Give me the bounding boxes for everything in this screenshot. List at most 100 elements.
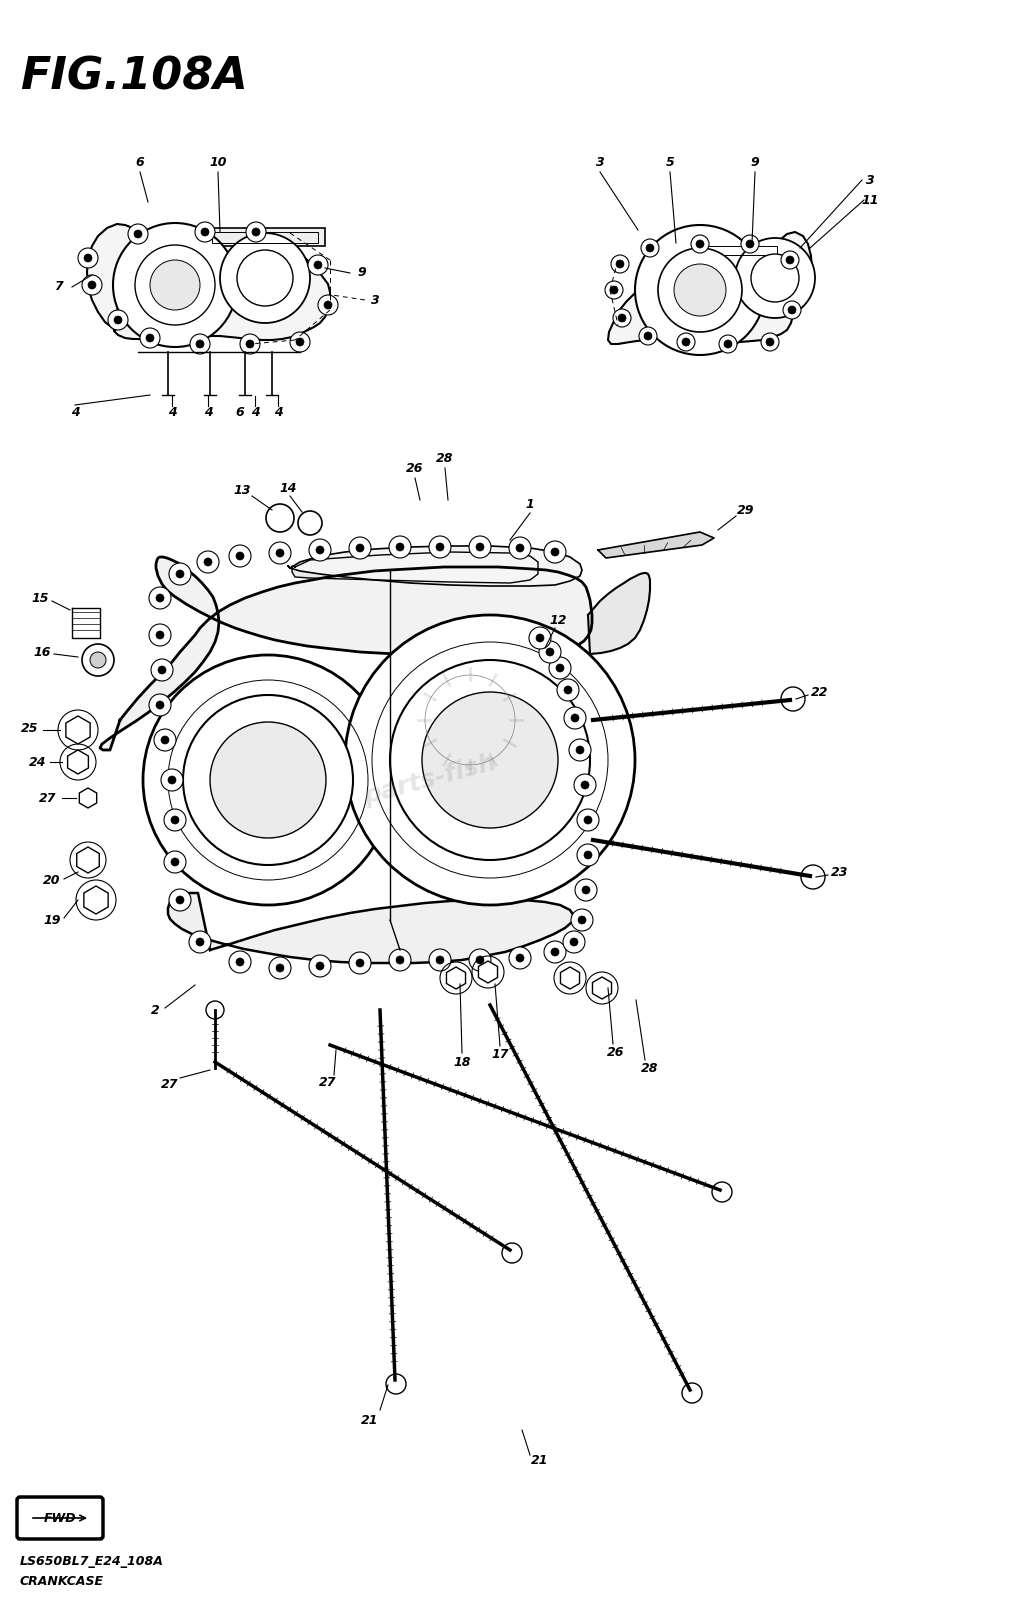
Circle shape: [84, 254, 92, 262]
Bar: [689, 242, 783, 258]
Circle shape: [189, 931, 211, 954]
Circle shape: [724, 341, 732, 349]
Circle shape: [584, 816, 592, 824]
Circle shape: [135, 245, 215, 325]
Text: 1: 1: [525, 499, 534, 512]
Circle shape: [169, 890, 191, 910]
Circle shape: [469, 536, 491, 558]
Circle shape: [635, 226, 765, 355]
Text: FIG.108A: FIG.108A: [20, 54, 247, 98]
Text: 18: 18: [453, 1056, 470, 1069]
Circle shape: [429, 949, 451, 971]
Circle shape: [658, 248, 742, 333]
Circle shape: [551, 547, 559, 557]
Circle shape: [246, 222, 266, 242]
Text: 27: 27: [161, 1078, 178, 1091]
Circle shape: [615, 259, 624, 267]
Text: 3: 3: [595, 157, 604, 170]
Circle shape: [113, 222, 237, 347]
Text: 19: 19: [44, 914, 61, 926]
Circle shape: [429, 536, 451, 558]
Circle shape: [788, 306, 796, 314]
Circle shape: [563, 931, 585, 954]
Text: parts-fish: parts-fish: [361, 750, 499, 810]
Circle shape: [309, 955, 331, 978]
Circle shape: [436, 955, 444, 963]
Circle shape: [88, 282, 96, 290]
Polygon shape: [288, 546, 582, 586]
Polygon shape: [168, 893, 574, 963]
Circle shape: [229, 546, 251, 566]
Circle shape: [577, 845, 599, 866]
Text: 6: 6: [136, 157, 144, 170]
Circle shape: [78, 248, 98, 267]
Text: 13: 13: [233, 483, 250, 496]
Circle shape: [236, 552, 244, 560]
Text: 26: 26: [407, 461, 424, 475]
Text: 6: 6: [235, 406, 244, 419]
Circle shape: [576, 746, 584, 754]
Circle shape: [389, 949, 411, 971]
Circle shape: [140, 328, 160, 349]
Circle shape: [741, 235, 759, 253]
Circle shape: [476, 955, 484, 963]
Text: CRANKCASE: CRANKCASE: [20, 1574, 104, 1587]
Circle shape: [190, 334, 210, 354]
Circle shape: [719, 334, 737, 354]
Circle shape: [536, 634, 544, 642]
Circle shape: [318, 294, 338, 315]
Circle shape: [396, 542, 404, 550]
Circle shape: [82, 275, 102, 294]
Bar: [212, 232, 318, 243]
Circle shape: [176, 896, 184, 904]
Circle shape: [691, 235, 709, 253]
Polygon shape: [114, 230, 330, 341]
Text: 4: 4: [167, 406, 176, 419]
Circle shape: [578, 915, 586, 925]
Circle shape: [290, 333, 310, 352]
Circle shape: [644, 333, 652, 341]
Text: 26: 26: [607, 1045, 625, 1059]
Circle shape: [551, 947, 559, 955]
Circle shape: [674, 264, 726, 317]
Circle shape: [677, 333, 695, 350]
Circle shape: [682, 338, 690, 346]
Text: 15: 15: [31, 592, 49, 605]
Circle shape: [149, 624, 171, 646]
Circle shape: [786, 256, 794, 264]
Text: FWD: FWD: [44, 1512, 76, 1525]
Circle shape: [269, 542, 291, 565]
Circle shape: [308, 254, 328, 275]
Circle shape: [197, 550, 219, 573]
Text: LS650BL7_E24_108A: LS650BL7_E24_108A: [20, 1555, 164, 1568]
Circle shape: [128, 224, 148, 243]
Text: 28: 28: [641, 1061, 659, 1075]
Circle shape: [516, 544, 524, 552]
Circle shape: [546, 648, 554, 656]
Circle shape: [509, 947, 531, 970]
Circle shape: [577, 810, 599, 830]
Circle shape: [168, 776, 176, 784]
Text: 4: 4: [274, 406, 282, 419]
Circle shape: [349, 538, 371, 558]
Text: 27: 27: [40, 792, 57, 805]
Circle shape: [696, 240, 704, 248]
Circle shape: [204, 558, 212, 566]
Text: 5: 5: [665, 157, 674, 170]
Circle shape: [584, 851, 592, 859]
Circle shape: [502, 1243, 522, 1262]
Circle shape: [149, 694, 171, 717]
Polygon shape: [777, 232, 812, 315]
Text: 28: 28: [436, 451, 453, 464]
Circle shape: [564, 707, 586, 730]
Text: 17: 17: [491, 1048, 509, 1061]
Text: 3: 3: [866, 173, 874, 187]
Circle shape: [183, 694, 353, 866]
Circle shape: [176, 570, 184, 578]
Circle shape: [276, 549, 284, 557]
Circle shape: [156, 594, 164, 602]
Circle shape: [571, 714, 579, 722]
Text: 14: 14: [279, 482, 297, 494]
Circle shape: [801, 866, 825, 890]
Circle shape: [349, 952, 371, 974]
